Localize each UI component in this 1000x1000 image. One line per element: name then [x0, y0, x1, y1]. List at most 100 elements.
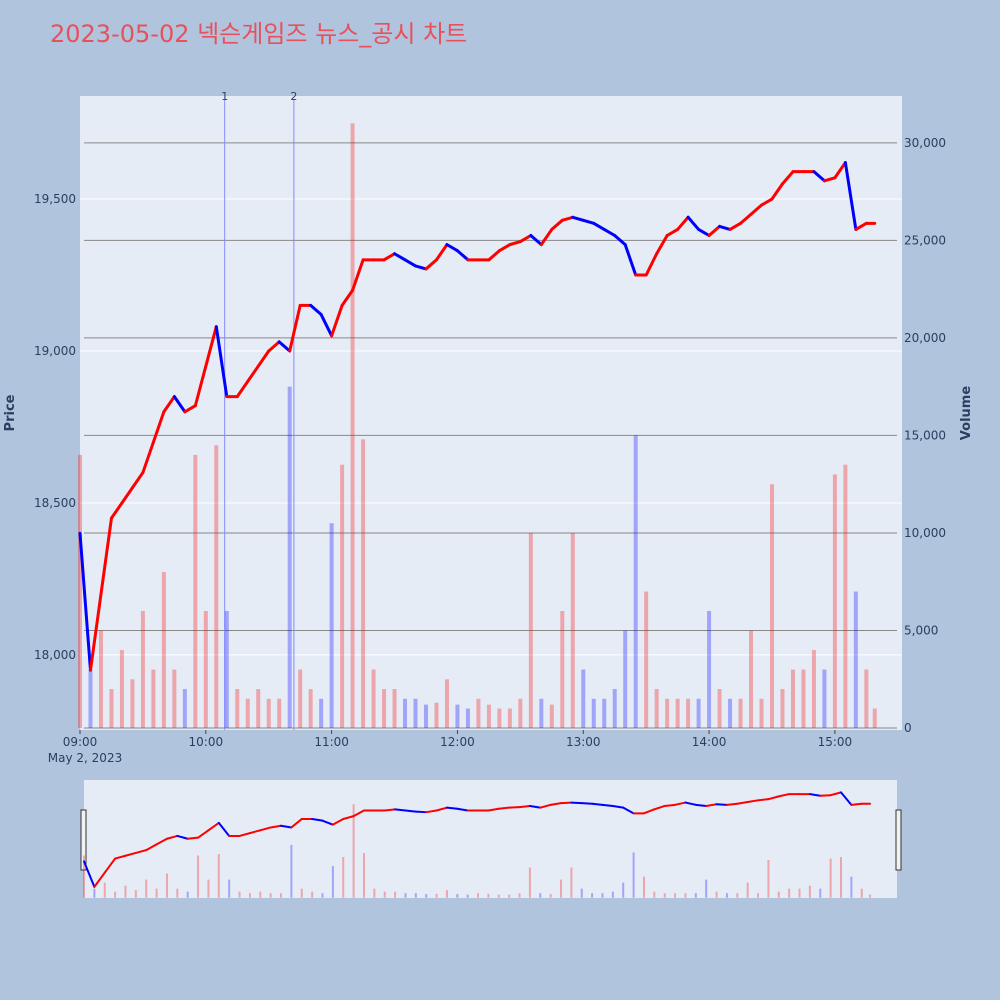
slider-volume-bar: [207, 879, 210, 898]
slider-price-segment: [736, 801, 749, 805]
price-segment: [780, 170, 795, 186]
slider-volume-bar: [228, 879, 231, 898]
price-segment: [151, 410, 166, 444]
slider-price-segment: [425, 809, 438, 814]
slider-volume-bar: [259, 891, 262, 898]
price-segment: [434, 243, 449, 262]
volume-bar: [277, 698, 282, 729]
slider-price-segment: [715, 803, 728, 806]
price-segment: [382, 252, 397, 262]
slider-price-segment: [269, 824, 283, 829]
slider-volume-bar: [83, 855, 85, 898]
slider-volume-bar: [539, 893, 542, 898]
slider-price-segment: [663, 803, 677, 807]
slider-volume-bar: [217, 853, 220, 898]
slider-price-segment: [840, 791, 853, 806]
annotation-label: 1: [221, 90, 228, 103]
volume-bar: [686, 698, 691, 729]
slider-price-segment: [321, 819, 334, 826]
volume-bar: [581, 669, 586, 729]
price-segment: [623, 243, 638, 277]
volume-bar: [465, 708, 470, 729]
price-segment: [854, 221, 868, 231]
price-segment: [340, 288, 355, 307]
price-segment: [539, 227, 554, 247]
slider-handle[interactable]: [895, 809, 902, 871]
slider-volume-bar: [808, 885, 811, 898]
volume-bar: [759, 698, 764, 729]
volume-bar: [371, 669, 376, 729]
y2-tick-label: 25,000: [904, 233, 946, 247]
slider-volume-bar: [362, 853, 365, 898]
slider-price-segment: [539, 803, 552, 809]
slider-volume-bar: [383, 891, 386, 898]
volume-bar: [872, 708, 877, 729]
volume-bar: [350, 123, 355, 729]
volume-bar: [256, 689, 261, 729]
price-segment: [592, 221, 606, 231]
y2-tick-label: 30,000: [904, 136, 946, 150]
volume-bar: [822, 669, 827, 729]
slider-volume-bar: [591, 893, 594, 898]
volume-bar: [790, 669, 795, 729]
volume-bar: [182, 689, 187, 729]
volume-bar: [203, 611, 208, 729]
x-tick-label: 11:00: [314, 735, 349, 749]
price-segment: [214, 325, 229, 399]
volume-bar: [224, 611, 229, 729]
slider-volume-bar: [394, 891, 397, 898]
slider-price-segment: [435, 806, 448, 812]
slider-volume-bar: [788, 888, 791, 898]
price-segment: [749, 203, 764, 216]
slider-volume-bar: [549, 894, 552, 898]
slider-volume-bar: [757, 893, 760, 898]
volume-bar: [361, 439, 366, 729]
slider-volume-bar: [435, 893, 438, 898]
volume-bar: [308, 689, 313, 729]
price-segment: [602, 227, 617, 238]
price-segment: [172, 395, 187, 414]
slider-price-segment: [186, 836, 200, 840]
slider-handle[interactable]: [80, 809, 87, 871]
volume-bar: [214, 445, 219, 729]
x-tick-label: 14:00: [692, 735, 727, 749]
price-segment: [319, 313, 334, 338]
slider-volume-bar: [145, 879, 148, 898]
price-segment: [424, 258, 438, 271]
slider-volume-bar: [477, 893, 480, 898]
slider-volume-bar: [622, 882, 625, 898]
slider-price-segment: [331, 817, 345, 826]
price-segment: [309, 303, 323, 317]
slider-volume-bar: [280, 893, 283, 898]
volume-bar: [130, 679, 135, 729]
slider-volume-bar: [331, 866, 334, 898]
slider-volume-bar: [736, 893, 739, 898]
price-segment: [235, 379, 250, 399]
slider-price-segment: [560, 801, 573, 805]
slider-price-segment: [767, 795, 780, 801]
price-segment: [508, 240, 522, 247]
chart-title: 2023-05-02 넥슨게임즈 뉴스_공시 차트: [50, 20, 467, 48]
slider-volume-bar: [663, 893, 666, 898]
volume-bar: [832, 474, 837, 729]
y2-tick-label: 10,000: [904, 526, 946, 540]
slider-volume-bar: [840, 856, 843, 898]
price-segment: [560, 215, 575, 222]
price-segment: [414, 264, 428, 271]
y2-tick-label: 15,000: [904, 428, 946, 442]
price-segment: [644, 252, 659, 277]
slider-volume-bar: [570, 867, 573, 898]
slider-price-segment: [259, 826, 272, 832]
slider-price-segment: [808, 793, 822, 797]
volume-bar: [591, 698, 596, 729]
slider-volume-bar: [103, 882, 106, 898]
y2-tick-label: 5,000: [904, 624, 938, 638]
slider-volume-bar: [518, 893, 521, 898]
price-segment: [581, 218, 596, 225]
volume-bar: [769, 484, 774, 729]
slider-volume-bar: [684, 893, 687, 898]
price-segment: [487, 249, 501, 262]
slider-volume-bar: [497, 894, 500, 898]
volume-bar: [172, 669, 177, 729]
slider-volume-bar: [238, 891, 241, 898]
